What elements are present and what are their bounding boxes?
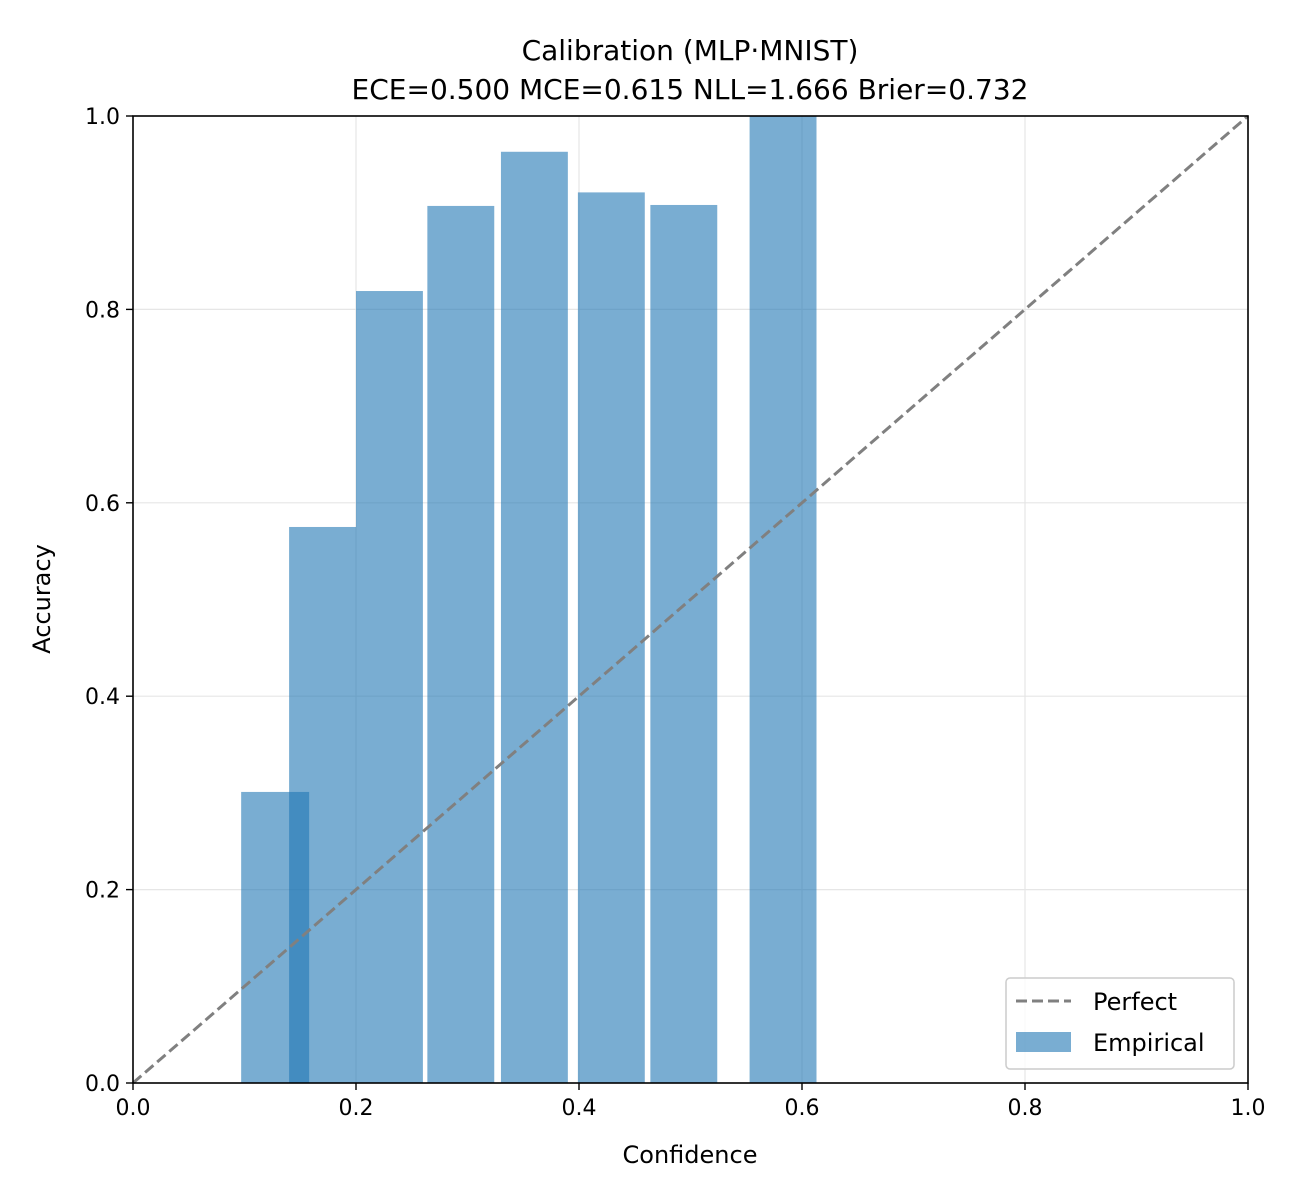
y-tick-label: 0.0 (85, 1072, 120, 1097)
x-tick-label: 1.0 (1231, 1096, 1266, 1121)
legend-perfect-label: Perfect (1093, 988, 1177, 1016)
bar-bin-7 (650, 204, 718, 1084)
chart-subtitle: ECE=0.500 MCE=0.615 NLL=1.666 Brier=0.73… (352, 73, 1029, 106)
bars (241, 116, 817, 1084)
bar-bin-5 (500, 151, 568, 1084)
legend-empirical-swatch (1016, 1032, 1071, 1052)
y-tick-label: 0.4 (85, 685, 120, 710)
y-axis-label: Accuracy (28, 544, 56, 654)
y-tick-label: 1.0 (85, 105, 120, 130)
y-tick-label: 0.8 (85, 298, 120, 323)
bar-bin-2 (289, 526, 356, 1083)
x-tick-label: 0.4 (562, 1096, 597, 1121)
x-axis-label: Confidence (623, 1141, 758, 1169)
bar-bin-3 (356, 291, 423, 1084)
y-tick-label: 0.6 (85, 492, 120, 517)
bar-bin-4 (427, 205, 495, 1083)
x-tick-label: 0.8 (1008, 1096, 1043, 1121)
legend-empirical-label: Empirical (1093, 1029, 1205, 1057)
legend: Perfect Empirical (1005, 977, 1235, 1070)
x-tick-label: 0.6 (785, 1096, 820, 1121)
chart-title: Calibration (MLP·MNIST) (522, 34, 859, 67)
x-tick-label: 0.0 (116, 1096, 151, 1121)
axis-ticks: 0.0 0.2 0.4 0.6 0.8 1.0 0.0 0.2 0.4 0.6 0.8 1.0 (85, 105, 1266, 1121)
x-tick-label: 0.2 (339, 1096, 374, 1121)
reference-line (132, 114, 1249, 1085)
plot-frame (132, 115, 1249, 1084)
bar-bin-8 (749, 116, 817, 1083)
perfect-calibration-line (132, 114, 1249, 1085)
y-tick-label: 0.2 (85, 879, 120, 904)
bar-bin-6 (577, 192, 645, 1083)
